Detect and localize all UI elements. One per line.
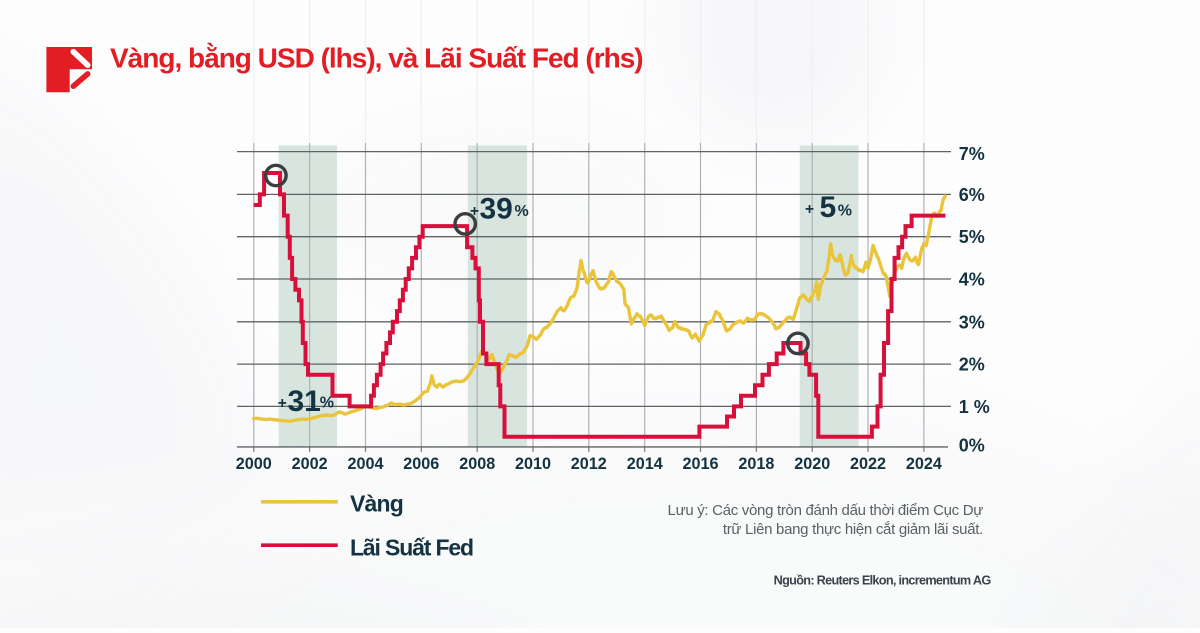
svg-text:5%: 5% xyxy=(959,227,985,247)
svg-text:2016: 2016 xyxy=(682,455,718,473)
svg-text:2018: 2018 xyxy=(738,455,774,473)
svg-text:31: 31 xyxy=(288,385,321,418)
svg-text:+: + xyxy=(470,203,479,220)
svg-text:2022: 2022 xyxy=(850,455,886,473)
svg-text:3%: 3% xyxy=(959,312,985,332)
svg-text:2008: 2008 xyxy=(459,455,495,473)
svg-text:39: 39 xyxy=(480,193,513,226)
svg-text:%: % xyxy=(515,203,529,220)
svg-text:2006: 2006 xyxy=(403,455,439,473)
svg-text:7%: 7% xyxy=(959,144,985,164)
svg-text:Lãi Suất Fed: Lãi Suất Fed xyxy=(350,535,473,561)
svg-text:2000: 2000 xyxy=(236,455,272,473)
svg-text:2010: 2010 xyxy=(515,455,551,473)
svg-text:1 %: 1 % xyxy=(959,397,990,417)
svg-text:%: % xyxy=(320,395,334,412)
svg-text:Vàng, bằng USD (lhs), và Lãi S: Vàng, bằng USD (lhs), và Lãi Suất Fed (r… xyxy=(110,43,643,74)
svg-text:%: % xyxy=(838,203,852,220)
svg-text:2012: 2012 xyxy=(571,455,607,473)
svg-text:2014: 2014 xyxy=(627,455,663,473)
svg-text:2002: 2002 xyxy=(292,455,328,473)
svg-text:+: + xyxy=(805,201,814,218)
svg-text:2004: 2004 xyxy=(347,455,383,473)
svg-text:trữ Liên bang thực hiện cắt gi: trữ Liên bang thực hiện cắt giảm lãi suấ… xyxy=(723,521,983,538)
svg-text:2%: 2% xyxy=(959,355,985,375)
svg-text:0%: 0% xyxy=(959,436,985,456)
svg-text:6%: 6% xyxy=(959,185,985,205)
svg-text:Nguồn: Reuters Elkon, incremen: Nguồn: Reuters Elkon, incrementum AG xyxy=(774,574,992,588)
svg-text:2020: 2020 xyxy=(794,455,830,473)
svg-text:2024: 2024 xyxy=(906,455,942,473)
svg-text:5: 5 xyxy=(820,191,837,224)
svg-text:+: + xyxy=(278,395,287,412)
svg-text:Lưu ý: Các vòng tròn đánh dấu: Lưu ý: Các vòng tròn đánh dấu thời điểm … xyxy=(668,502,984,519)
svg-text:Vàng: Vàng xyxy=(350,491,403,517)
svg-text:4%: 4% xyxy=(959,270,985,290)
